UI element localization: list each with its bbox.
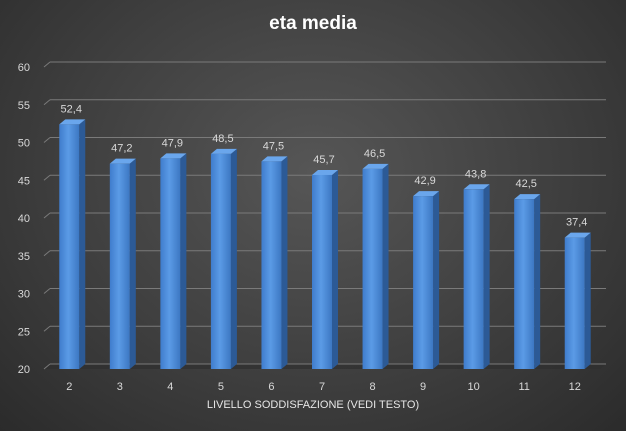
data-label: 47,9 bbox=[162, 137, 183, 149]
data-label: 37,4 bbox=[566, 217, 587, 229]
y-tick-label: 45 bbox=[18, 175, 30, 187]
x-tick-label: 4 bbox=[167, 381, 173, 393]
bar-top bbox=[59, 119, 86, 125]
x-tick-label: 5 bbox=[218, 381, 224, 393]
bar-front bbox=[312, 174, 332, 369]
y-tick-label: 20 bbox=[18, 364, 30, 376]
bar-top bbox=[160, 153, 187, 159]
bar-front bbox=[413, 196, 434, 369]
bar-side bbox=[534, 194, 541, 369]
bar-side bbox=[483, 184, 490, 369]
x-tick-label: 8 bbox=[369, 381, 375, 393]
bar-top bbox=[463, 184, 490, 190]
y-tick-label: 40 bbox=[18, 213, 30, 225]
x-tick-label: 6 bbox=[268, 381, 274, 393]
bar-front bbox=[59, 124, 80, 369]
x-tick-label: 7 bbox=[319, 381, 325, 393]
x-tick-label: 3 bbox=[117, 381, 123, 393]
x-axis-title: LIVELLO SODDISFAZIONE (VEDI TESTO) bbox=[207, 399, 419, 411]
bar bbox=[463, 184, 490, 369]
bar-top bbox=[413, 191, 440, 197]
data-label: 42,9 bbox=[414, 175, 435, 187]
data-label: 47,2 bbox=[111, 143, 132, 155]
y-tick-label: 55 bbox=[18, 100, 30, 112]
data-label: 46,5 bbox=[364, 148, 385, 160]
data-label: 48,5 bbox=[212, 133, 233, 145]
bar bbox=[210, 148, 237, 369]
bar-top bbox=[261, 156, 288, 162]
bar-front bbox=[210, 153, 231, 369]
bar-top bbox=[362, 163, 389, 169]
bar-side bbox=[584, 232, 591, 369]
data-label: 52,4 bbox=[61, 103, 82, 115]
bar-top bbox=[109, 158, 136, 164]
bar-side bbox=[79, 119, 86, 369]
bar-side bbox=[382, 163, 389, 369]
data-label: 45,7 bbox=[313, 154, 334, 166]
bar bbox=[312, 169, 338, 369]
x-tick-label: 10 bbox=[468, 381, 480, 393]
gridline-depth bbox=[43, 288, 51, 294]
data-label: 47,5 bbox=[263, 140, 284, 152]
bar bbox=[514, 194, 541, 369]
bar-front bbox=[564, 237, 585, 369]
gridline-depth bbox=[43, 137, 51, 143]
y-tick-label: 50 bbox=[18, 138, 30, 150]
bar bbox=[160, 153, 187, 369]
bar bbox=[261, 156, 288, 369]
y-tick-label: 30 bbox=[18, 289, 30, 301]
y-tick-label: 25 bbox=[18, 326, 30, 338]
gridline-depth bbox=[43, 325, 51, 332]
bar bbox=[564, 232, 591, 369]
y-axis-ticks: 20 25 30 35 40 45 50 55 60 bbox=[18, 62, 30, 376]
bar-front bbox=[160, 158, 181, 369]
y-tick-label: 35 bbox=[18, 251, 30, 263]
bar-front bbox=[463, 189, 484, 369]
y-tick-label: 60 bbox=[18, 62, 30, 74]
bar-top bbox=[564, 232, 591, 238]
bar-side bbox=[332, 169, 338, 369]
gridline-depth bbox=[43, 174, 51, 181]
bar-side bbox=[180, 153, 187, 369]
bar bbox=[109, 158, 136, 369]
bar-side bbox=[129, 158, 136, 369]
gridline-depth bbox=[43, 61, 51, 68]
data-label: 43,8 bbox=[465, 168, 486, 180]
x-tick-label: 11 bbox=[518, 381, 529, 393]
bar bbox=[362, 163, 389, 369]
gridline-depth bbox=[43, 363, 51, 370]
bar-front bbox=[261, 161, 282, 369]
gridline-depth bbox=[43, 250, 51, 257]
chart-title: eta media bbox=[269, 13, 357, 34]
x-tick-label: 2 bbox=[66, 381, 72, 393]
bar-front bbox=[362, 168, 383, 369]
x-axis-ticks: 2 3 4 5 6 7 8 9 10 11 12 bbox=[66, 381, 581, 393]
bar bbox=[59, 119, 86, 369]
x-tick-label: 9 bbox=[420, 381, 426, 393]
bars bbox=[59, 119, 591, 369]
x-tick-label: 12 bbox=[569, 381, 581, 393]
bar-front bbox=[514, 199, 535, 369]
bar-side bbox=[281, 156, 288, 369]
bar-top bbox=[312, 169, 338, 175]
gridline-depth bbox=[43, 99, 51, 106]
bar-side bbox=[230, 148, 237, 369]
bar-top bbox=[514, 194, 541, 200]
data-labels: 52,4 47,2 47,9 48,5 47,5 45,7 46,5 42,9 43,8 42,5… bbox=[61, 103, 588, 228]
data-label: 42,5 bbox=[515, 178, 536, 190]
bar-front bbox=[109, 163, 130, 369]
gridline-depth bbox=[43, 212, 51, 219]
bar bbox=[413, 191, 440, 369]
bar-top bbox=[210, 148, 237, 154]
bar-side bbox=[433, 191, 440, 369]
